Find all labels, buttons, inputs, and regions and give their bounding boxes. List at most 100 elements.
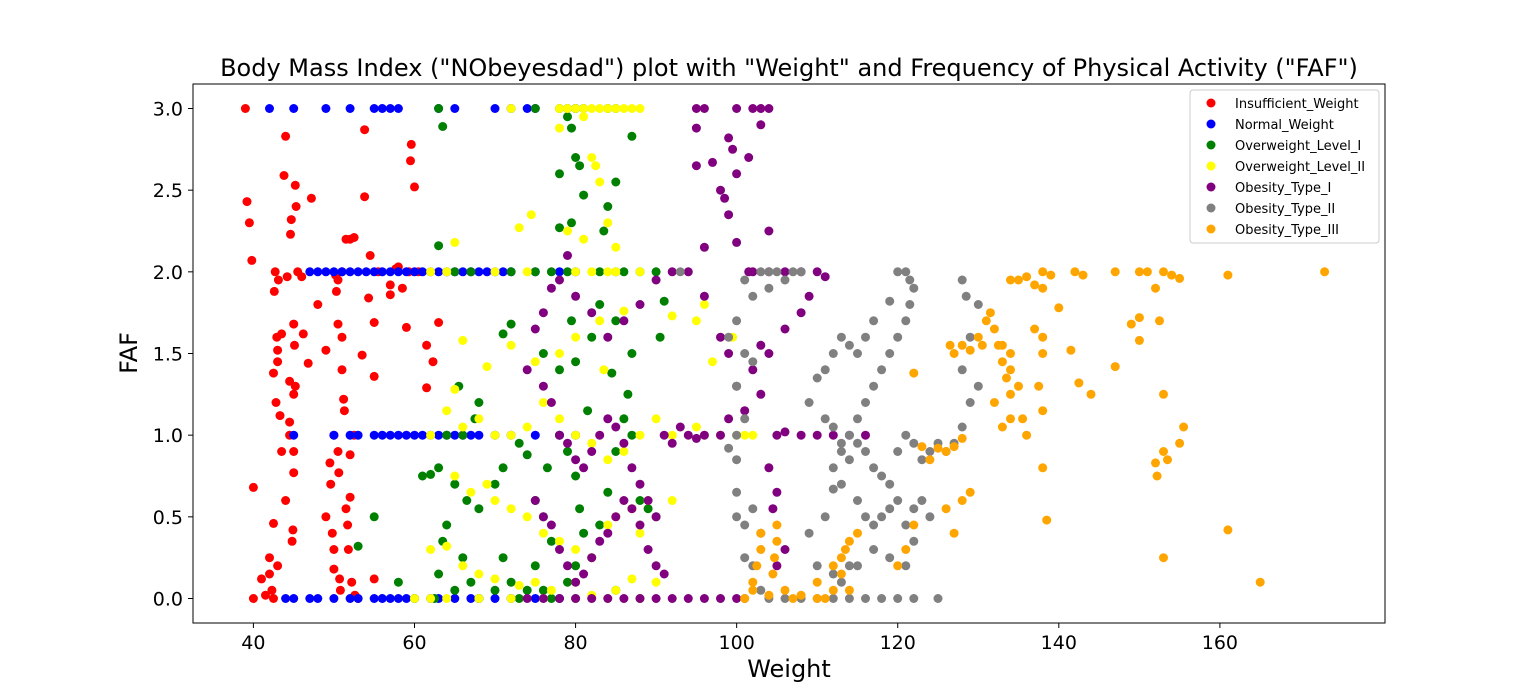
data-point bbox=[462, 496, 472, 505]
data-point bbox=[844, 594, 854, 603]
data-point bbox=[740, 594, 750, 603]
data-point bbox=[286, 229, 295, 239]
data-point bbox=[345, 450, 355, 460]
data-point bbox=[279, 171, 289, 180]
data-point bbox=[1223, 270, 1233, 280]
data-point bbox=[997, 340, 1007, 350]
data-point bbox=[756, 389, 766, 399]
data-point bbox=[261, 590, 270, 600]
data-point bbox=[619, 447, 629, 456]
legend-box bbox=[1189, 89, 1380, 244]
data-point bbox=[901, 316, 911, 326]
data-point bbox=[877, 594, 887, 603]
data-point bbox=[732, 512, 742, 522]
data-point bbox=[353, 541, 363, 551]
data-point bbox=[571, 471, 581, 481]
data-point bbox=[893, 332, 903, 342]
legend-marker bbox=[1206, 224, 1216, 234]
data-point bbox=[768, 569, 778, 579]
data-point bbox=[571, 332, 581, 342]
data-point bbox=[828, 463, 838, 473]
data-point bbox=[265, 104, 274, 113]
data-point bbox=[748, 291, 758, 301]
data-point bbox=[571, 291, 581, 301]
legend-label: Obesity_Type_II bbox=[1235, 202, 1335, 217]
data-point bbox=[506, 504, 516, 514]
data-point bbox=[752, 561, 762, 571]
data-point bbox=[796, 430, 806, 440]
data-point bbox=[603, 594, 613, 603]
data-point bbox=[651, 577, 661, 587]
data-point bbox=[699, 291, 709, 301]
data-point bbox=[482, 479, 492, 489]
data-point bbox=[651, 512, 661, 522]
data-point bbox=[861, 430, 870, 440]
data-point bbox=[973, 332, 983, 342]
data-point bbox=[306, 193, 316, 203]
data-point bbox=[909, 368, 919, 378]
legend-label: Insufficient_Weight bbox=[1235, 97, 1359, 112]
data-point bbox=[257, 574, 266, 584]
data-point bbox=[764, 590, 774, 600]
data-point bbox=[764, 349, 774, 358]
data-point bbox=[853, 561, 862, 571]
data-point bbox=[949, 528, 959, 538]
data-point bbox=[275, 411, 285, 421]
data-point bbox=[474, 430, 484, 440]
data-point bbox=[885, 504, 895, 514]
data-point bbox=[869, 545, 879, 554]
data-point bbox=[836, 447, 846, 456]
data-point bbox=[772, 520, 782, 530]
data-point bbox=[844, 536, 854, 546]
data-point bbox=[357, 350, 367, 360]
data-point bbox=[828, 422, 838, 432]
data-point bbox=[1038, 463, 1048, 473]
data-point bbox=[611, 316, 621, 326]
data-point bbox=[450, 471, 460, 481]
data-point bbox=[393, 104, 403, 113]
data-point bbox=[607, 368, 617, 378]
data-point bbox=[901, 561, 911, 571]
data-point bbox=[587, 438, 597, 448]
data-point bbox=[458, 561, 468, 571]
data-point bbox=[587, 267, 597, 277]
data-point bbox=[339, 406, 349, 416]
data-point bbox=[281, 496, 291, 505]
data-point bbox=[281, 594, 291, 603]
data-point bbox=[329, 594, 339, 603]
data-point bbox=[772, 430, 782, 440]
data-point bbox=[563, 226, 572, 236]
data-point bbox=[1038, 283, 1048, 293]
data-point bbox=[716, 594, 725, 603]
data-point bbox=[474, 594, 484, 603]
data-point bbox=[683, 267, 693, 277]
data-point bbox=[611, 104, 621, 113]
data-point bbox=[804, 291, 814, 301]
data-point bbox=[522, 104, 532, 113]
data-point bbox=[563, 438, 572, 448]
data-point bbox=[812, 373, 822, 383]
data-point bbox=[1086, 389, 1096, 399]
x-tick-label: 60 bbox=[402, 632, 426, 654]
data-point bbox=[579, 234, 589, 244]
data-point bbox=[861, 332, 870, 342]
data-point bbox=[1066, 345, 1076, 355]
data-point bbox=[571, 545, 581, 554]
data-point bbox=[1134, 313, 1144, 323]
data-point bbox=[595, 536, 605, 546]
series-Obesity_Type_II bbox=[675, 267, 983, 603]
data-point bbox=[941, 504, 951, 514]
data-point bbox=[426, 469, 436, 479]
y-tick-label: 1.0 bbox=[153, 425, 183, 447]
data-point bbox=[961, 291, 971, 301]
data-point bbox=[724, 133, 734, 143]
data-point bbox=[587, 553, 597, 563]
data-point bbox=[885, 553, 895, 563]
legend-label: Obesity_Type_III bbox=[1235, 223, 1339, 238]
legend-item: Normal_Weight bbox=[1206, 118, 1334, 133]
data-point bbox=[732, 430, 742, 440]
data-point bbox=[728, 144, 738, 154]
data-point bbox=[877, 471, 887, 481]
data-point bbox=[1046, 270, 1056, 280]
